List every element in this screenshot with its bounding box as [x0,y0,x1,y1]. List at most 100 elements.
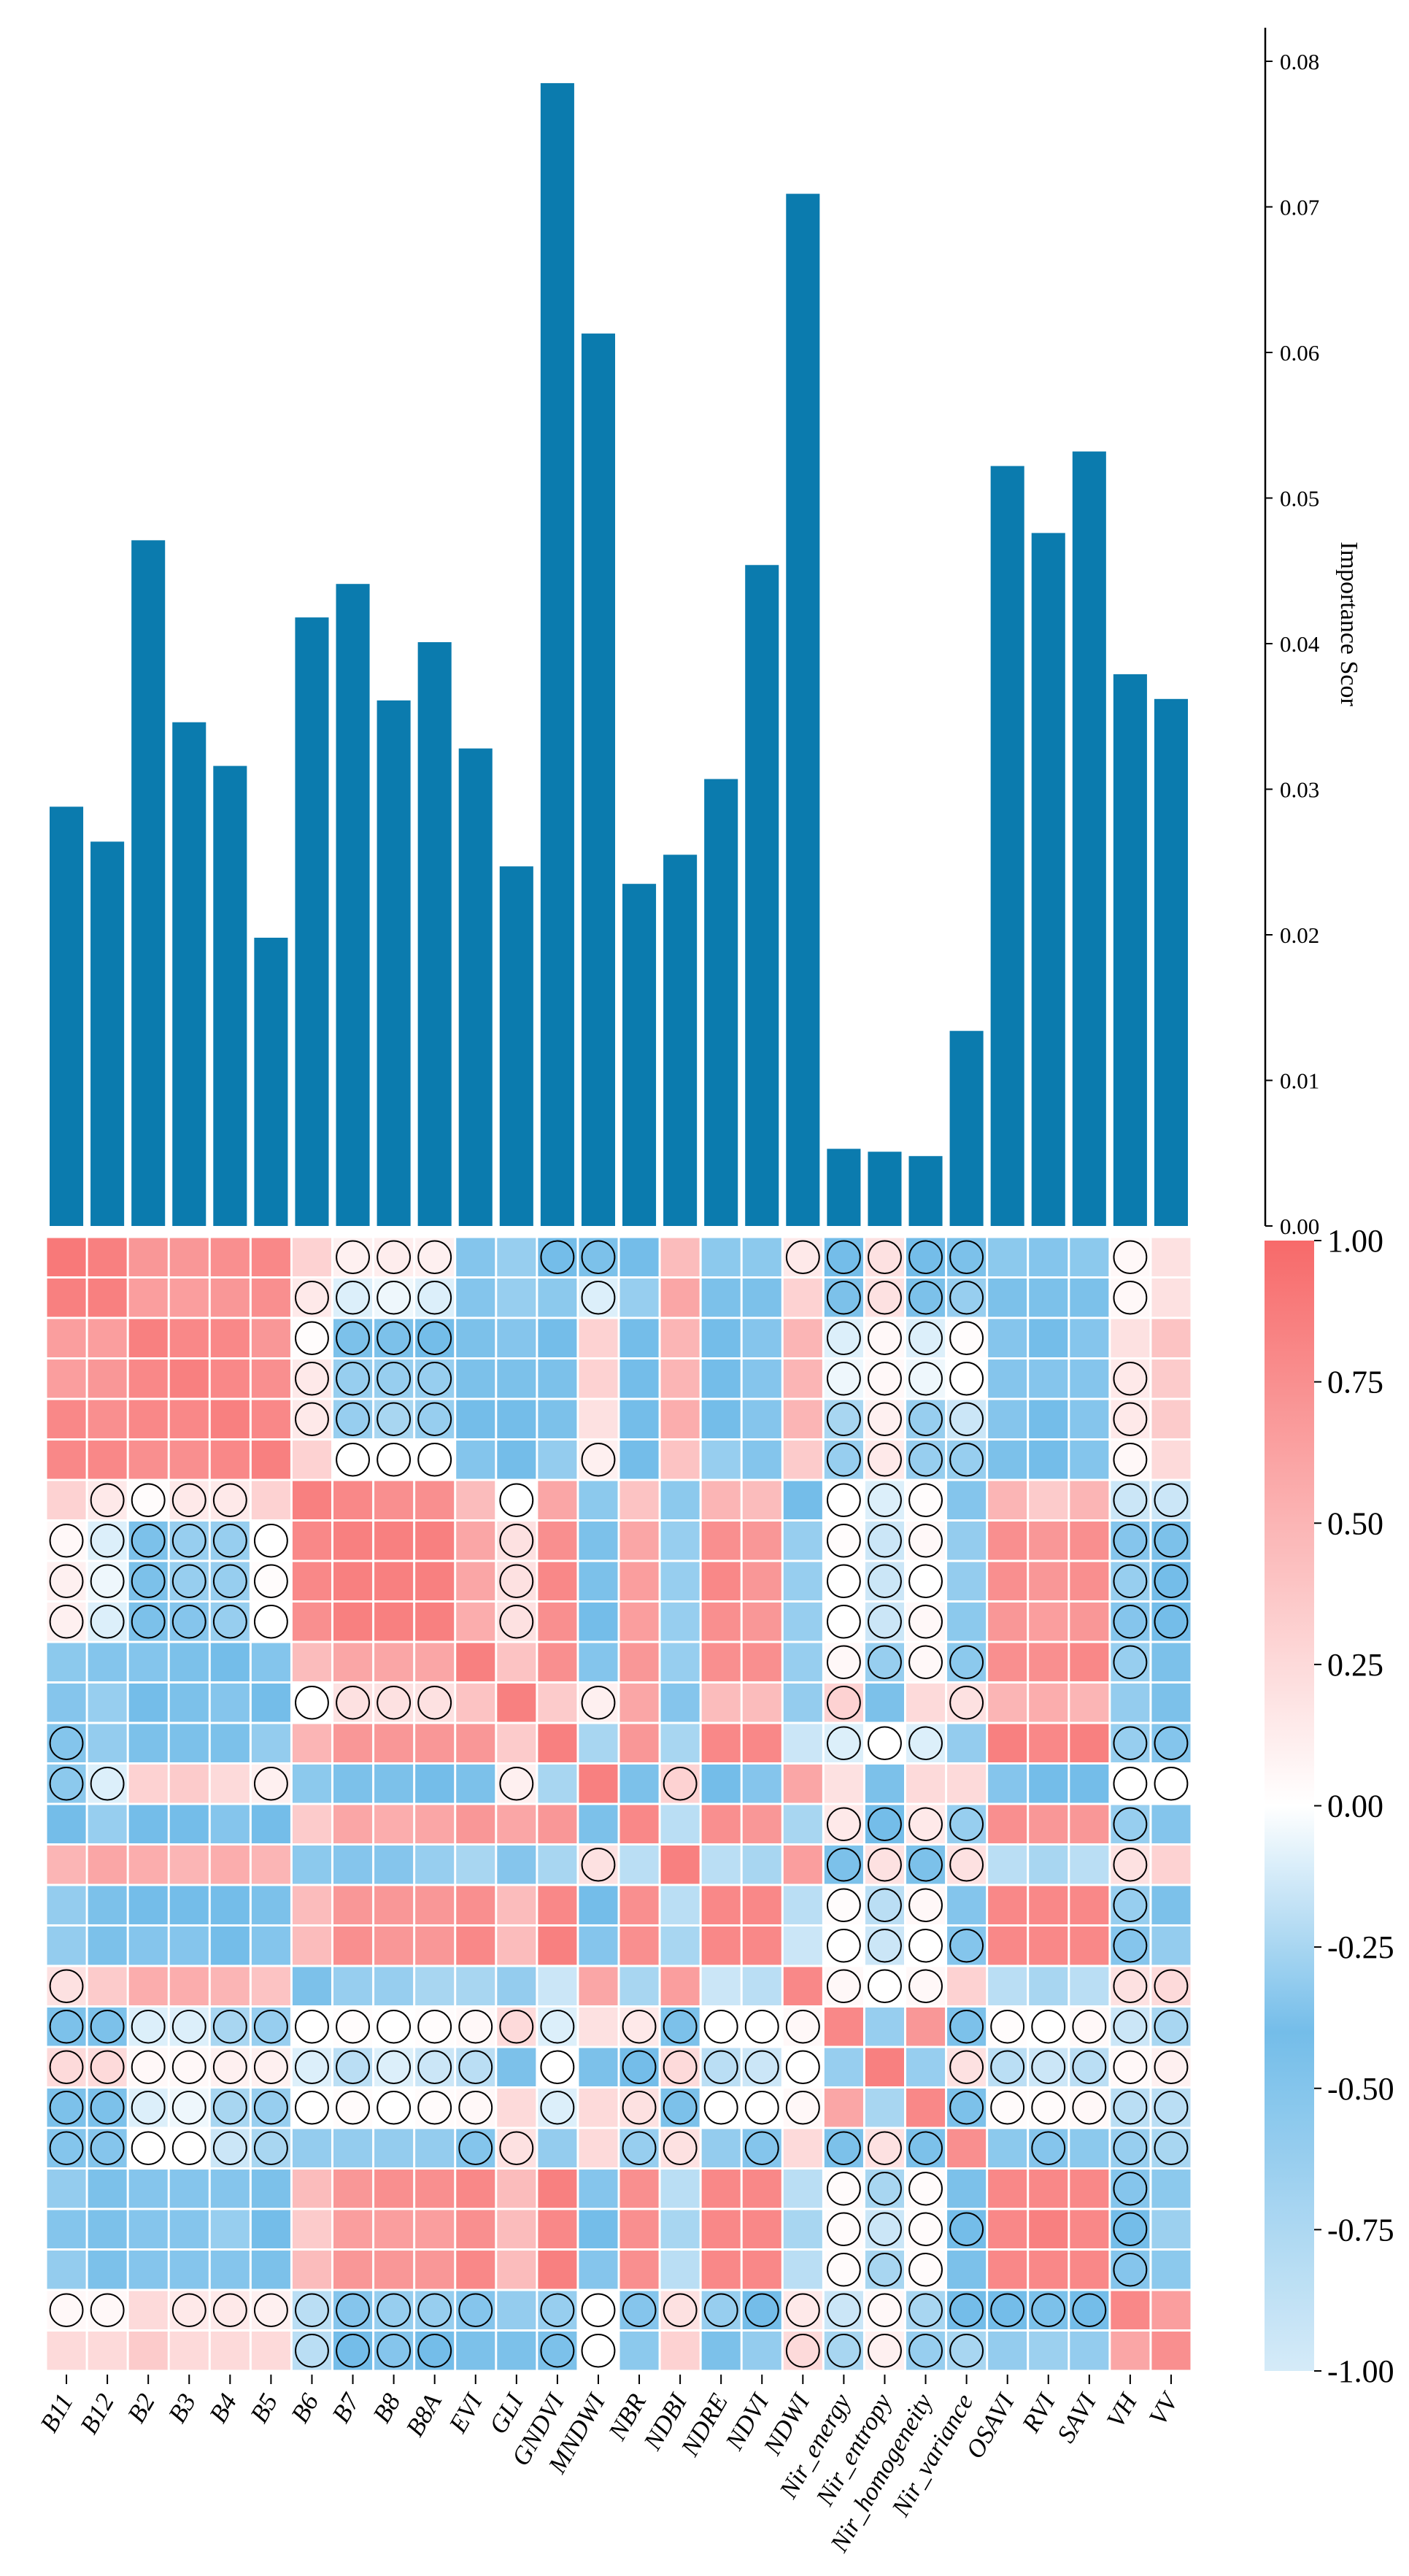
heatmap-cell [333,2210,373,2248]
heatmap-cell [456,1481,495,1519]
heatmap-cell [210,1603,250,1641]
circle-marker [1154,1969,1189,2003]
heatmap-cell [865,2291,904,2329]
heatmap-cell [579,1481,618,1519]
heatmap-cell [824,2048,863,2086]
heatmap-cell [824,1360,863,1398]
circle-marker [949,2212,984,2246]
heatmap-cell [947,2251,987,2289]
heatmap-cell [210,1319,250,1357]
heatmap-cell [47,1360,86,1398]
heatmap-cell [988,1967,1027,2005]
circle-marker [90,2091,125,2125]
circle-marker [336,2091,370,2125]
heatmap-cell [169,1846,209,1884]
circle-marker [908,2334,943,2368]
colorbar-tick-label: -0.75 [1327,2212,1394,2248]
heatmap-cell [783,1886,822,1924]
heatmap-cell [88,1522,127,1560]
heatmap-cell [251,2170,290,2208]
circle-marker [1031,2010,1066,2044]
heatmap-cell [497,1400,536,1438]
heatmap-cell [1151,2089,1191,2127]
y-tick-label: 0.02 [1280,922,1319,948]
heatmap-cell [374,2089,414,2127]
heatmap-cell [619,2129,659,2167]
heatmap-cell [47,1724,86,1762]
heatmap-cell [47,1846,86,1884]
heatmap-cell [865,1400,904,1438]
heatmap-cell [415,1279,455,1317]
heatmap-cell [783,1684,822,1722]
heatmap-cell [660,1886,700,1924]
heatmap-cell [374,1765,414,1803]
circle-marker [458,2010,493,2044]
heatmap-cell [251,1927,290,1965]
heatmap-cell [456,1562,495,1600]
heatmap-cell [333,1643,373,1681]
heatmap-cell [374,2210,414,2248]
heatmap-cell [619,1846,659,1884]
heatmap-cell [415,1481,455,1519]
heatmap-cell [1111,1522,1150,1560]
circle-marker [499,1564,534,1598]
circle-marker [868,1240,902,1274]
circle-marker [908,2172,943,2206]
circle-marker [744,2010,779,2044]
heatmap-cell [947,2170,987,2208]
heatmap-cell [1070,2048,1109,2086]
circle-marker [295,1321,329,1355]
heatmap-cell [1029,2170,1068,2208]
heatmap-cell [824,2008,863,2046]
heatmap-cell [947,2048,987,2086]
heatmap-cell [1111,1643,1150,1681]
heatmap-cell [251,1643,290,1681]
heatmap-cell [1029,2291,1068,2329]
heatmap-cell [538,1805,577,1843]
circle-marker [212,1605,247,1639]
heatmap-cell [947,2291,987,2329]
bar-B8A [417,642,452,1226]
heatmap-cell [579,1319,618,1357]
heatmap-cell [292,2129,331,2167]
heatmap-cell [988,2291,1027,2329]
circle-marker [622,2050,657,2084]
heatmap-cell [742,2251,781,2289]
circle-marker [540,2293,575,2327]
heatmap-cell [415,2089,455,2127]
heatmap-cell [988,1684,1027,1722]
heatmap-cell [47,1400,86,1438]
heatmap-cell [1029,1400,1068,1438]
heatmap-cell [47,2332,86,2370]
heatmap-cell [1070,1724,1109,1762]
heatmap-cell [988,1522,1027,1560]
heatmap-cell [497,2251,536,2289]
circle-marker [417,1240,452,1274]
circle-marker [1154,1767,1189,1801]
heatmap-cell [947,1967,987,2005]
heatmap-cell [128,2129,168,2167]
heatmap-cell [415,2291,455,2329]
heatmap-cell [292,1441,331,1479]
circle-marker [212,2293,247,2327]
heatmap-cell [865,1279,904,1317]
heatmap-cell [1111,1684,1150,1722]
heatmap-cell [169,1319,209,1357]
heatmap-cell [456,2089,495,2127]
circle-marker [826,1929,861,1963]
heatmap-cell [47,1238,86,1276]
circle-marker [581,1240,616,1274]
heatmap-cell [1070,1684,1109,1722]
heatmap-cell [906,1603,946,1641]
heatmap-cell [579,1684,618,1722]
heatmap-cell [47,1967,86,2005]
heatmap-cell [742,1441,781,1479]
heatmap-cell [456,1846,495,1884]
heatmap-cell [1151,1238,1191,1276]
heatmap-cell [333,2129,373,2167]
heatmap-cell [169,2048,209,2086]
heatmap-cell [210,1441,250,1479]
heatmap-cell [292,1562,331,1600]
heatmap-cell [333,2048,373,2086]
heatmap-cell [210,2251,250,2289]
